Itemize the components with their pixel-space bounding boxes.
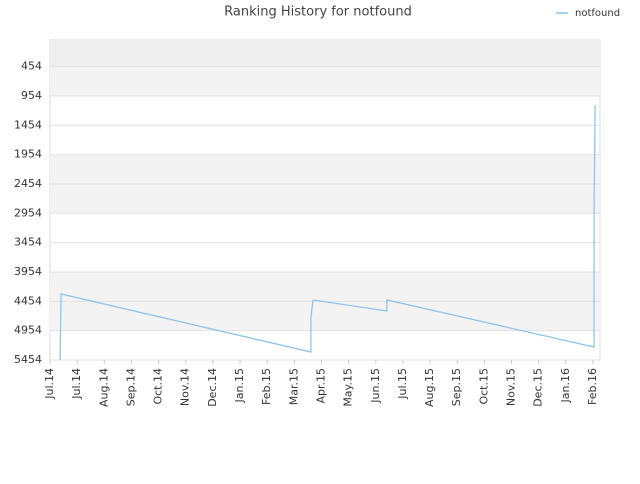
x-tick-label: Jan.16 xyxy=(559,368,572,403)
grid-band xyxy=(50,183,600,214)
x-tick-label: Apr.15 xyxy=(314,368,327,404)
y-tick-label: 1454 xyxy=(14,118,42,131)
x-tick-label: Jul.14 xyxy=(43,368,56,400)
y-tick-label: 2454 xyxy=(14,177,42,190)
x-tick-label: Oct.15 xyxy=(477,368,490,405)
x-tick-label: Nov.15 xyxy=(505,368,518,406)
y-tick-label: 2954 xyxy=(14,206,42,219)
grid-band xyxy=(50,271,600,302)
grid-band xyxy=(50,154,600,184)
y-tick-label: 3954 xyxy=(14,265,42,278)
y-tick-label: 5454 xyxy=(14,353,42,366)
y-tick-label: 954 xyxy=(21,89,42,102)
x-tick-label: Jul.14 xyxy=(70,368,83,400)
grid-band xyxy=(50,301,600,331)
x-tick-label: Dec.15 xyxy=(532,368,545,407)
x-tick-label: Jun.15 xyxy=(369,368,382,404)
legend-label: notfound xyxy=(575,8,620,19)
x-tick-label: Jan.15 xyxy=(233,368,246,403)
x-tick-label: Aug.15 xyxy=(423,368,436,407)
x-tick-label: Feb.15 xyxy=(260,368,273,405)
grid-band xyxy=(50,40,600,67)
series-line xyxy=(59,105,596,361)
x-tick-label: Sep.15 xyxy=(450,368,463,406)
x-tick-label: May.15 xyxy=(342,368,355,407)
x-tick-label: Dec.14 xyxy=(206,368,219,407)
x-tick-label: Oct.14 xyxy=(152,368,165,405)
x-tick-label: Sep.14 xyxy=(124,368,137,406)
y-tick-label: 1954 xyxy=(14,148,42,161)
y-tick-label: 4954 xyxy=(14,324,42,337)
x-tick-label: Nov.14 xyxy=(179,368,192,406)
grid-band xyxy=(50,66,600,96)
x-tick-label: Mar.15 xyxy=(287,368,300,405)
x-tick-label: Feb.16 xyxy=(586,368,599,405)
chart-title: Ranking History for notfound xyxy=(224,5,412,20)
y-tick-label: 3454 xyxy=(14,236,42,249)
y-tick-label: 454 xyxy=(21,60,42,73)
x-tick-label: Jul.15 xyxy=(396,368,409,400)
x-tick-label: Aug.14 xyxy=(97,368,110,407)
y-tick-label: 4454 xyxy=(14,294,42,307)
